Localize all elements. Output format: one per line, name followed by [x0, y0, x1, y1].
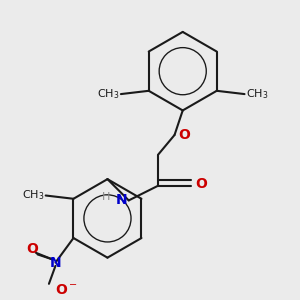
Text: CH$_3$: CH$_3$	[97, 87, 119, 101]
Text: H: H	[102, 192, 111, 202]
Text: O: O	[178, 128, 190, 142]
Text: N: N	[50, 256, 61, 270]
Text: O: O	[195, 177, 207, 191]
Text: N: N	[116, 194, 127, 207]
Text: O$^-$: O$^-$	[56, 284, 78, 297]
Text: CH$_3$: CH$_3$	[22, 189, 44, 202]
Text: O: O	[27, 242, 38, 256]
Text: CH$_3$: CH$_3$	[246, 87, 268, 101]
